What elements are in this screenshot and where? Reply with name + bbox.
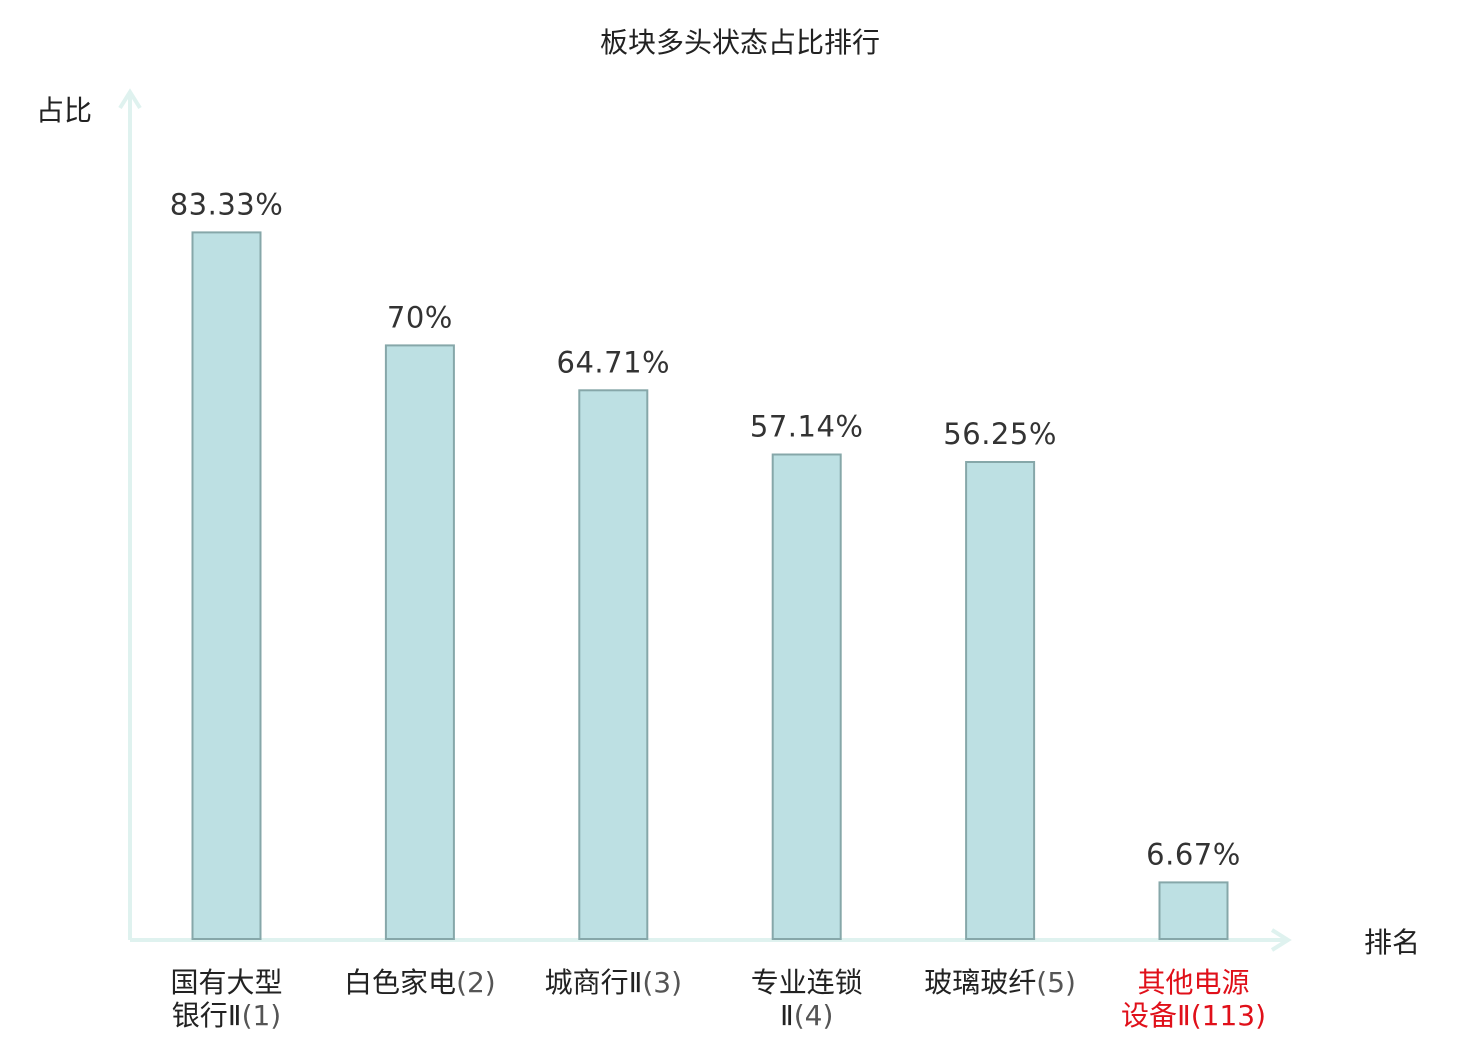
value-label-5: 56.25% [943,417,1057,451]
category-label-5: 玻璃玻纤(5) [924,966,1076,999]
bar-5 [965,461,1036,940]
bars-group [191,231,1229,941]
bar-6 [1158,881,1229,941]
value-label-3: 64.71% [557,345,671,379]
category-label-2: 白色家电(2) [344,966,496,999]
y-axis-arrow [118,88,142,110]
y-axis-label: 占比 [36,94,92,127]
bar-4 [771,453,842,940]
value-label-1: 83.33% [170,187,284,221]
bar-3 [578,389,649,940]
category-labels-group: 国有大型银行Ⅱ(1) 白色家电(2) 城商行Ⅱ(3) 专业连锁 Ⅱ(4) 玻璃玻纤(5) 其… [170,966,1266,1032]
value-label-4: 57.14% [750,410,864,444]
bar-2 [384,344,455,940]
bar-1 [191,231,262,940]
category-label-1: 国有大型银行Ⅱ(1) [170,966,282,1032]
category-label-4: 专业连锁 Ⅱ(4) [751,966,863,1032]
axes [118,88,1292,952]
value-labels-group: 83.33% 70% 64.71% 57.14% 56.25% 6.67% [170,187,1241,871]
value-label-6: 6.67% [1146,837,1241,871]
x-axis-arrow [1270,928,1292,952]
chart-title: 板块多头状态占比排行 [600,26,880,59]
value-label-2: 70% [387,300,453,334]
x-axis-label: 排名 [1364,926,1420,959]
category-label-3: 城商行Ⅱ(3) [545,966,682,999]
category-label-6: 其他电源设备Ⅱ(113) [1121,966,1266,1032]
